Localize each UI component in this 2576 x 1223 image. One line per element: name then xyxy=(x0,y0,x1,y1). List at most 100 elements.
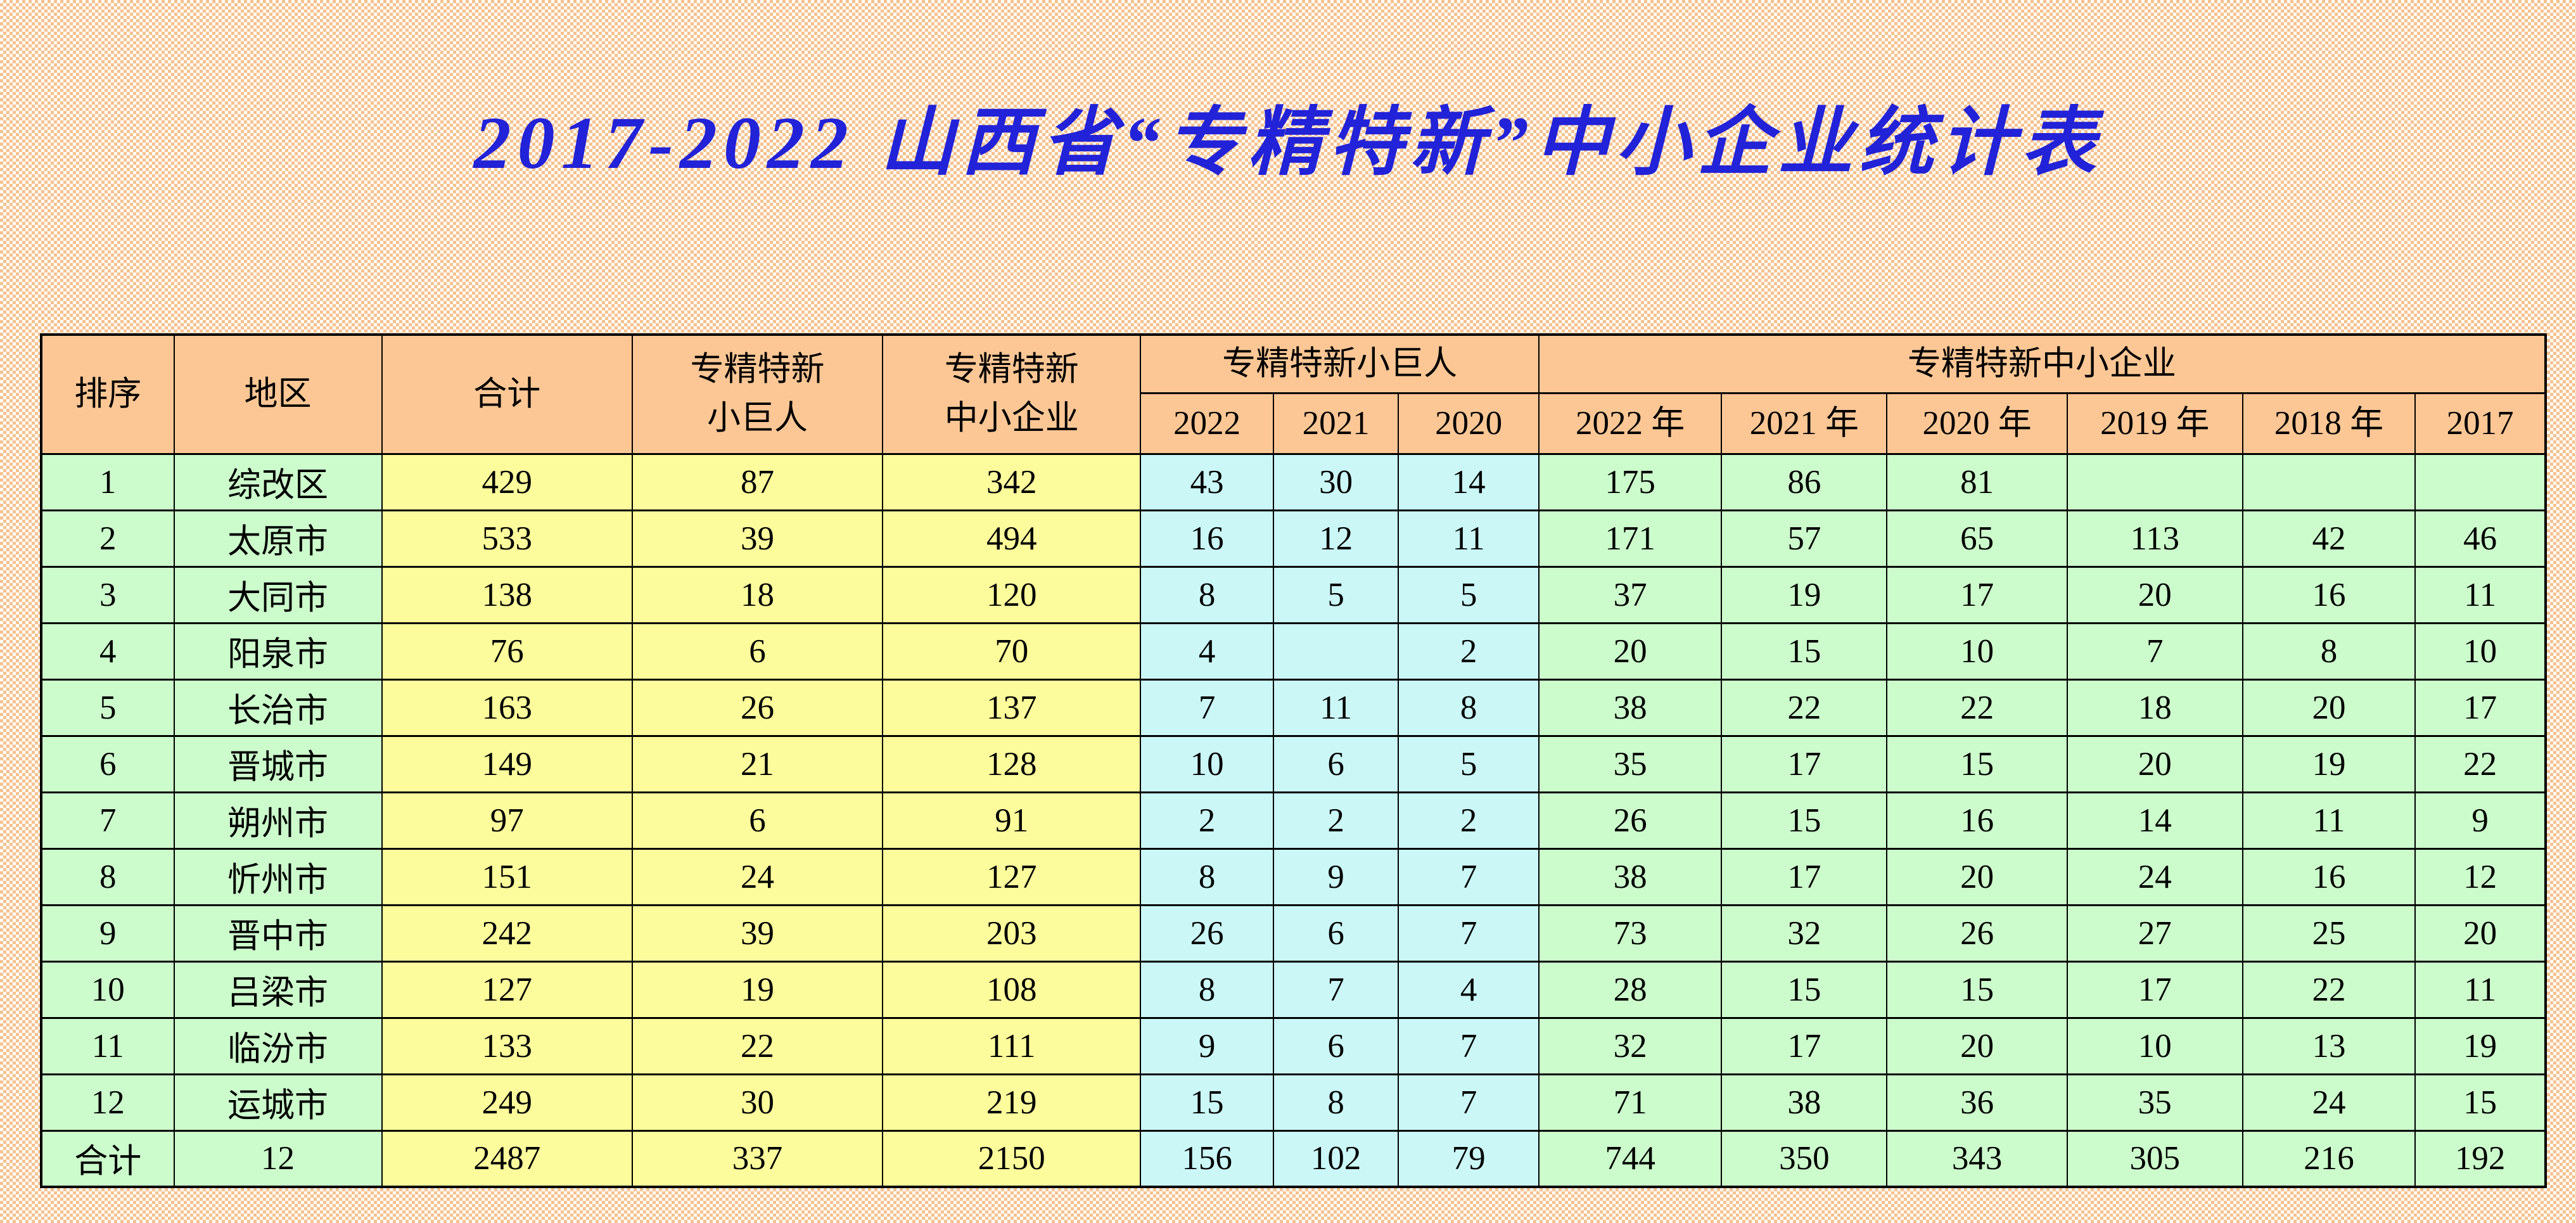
table-cell: 25 xyxy=(2241,904,2416,963)
table-header: 排序 地区 合计 专精特新 小巨人 专精特新 中小企业 专精特新小巨人 专精特新… xyxy=(41,333,2547,455)
table-cell: 5 xyxy=(1398,565,1540,624)
table-cell: 71 xyxy=(1538,1073,1723,1132)
table-cell: 2150 xyxy=(882,1129,1142,1188)
table-cell: 16 xyxy=(1886,791,2068,850)
table-cell: 97 xyxy=(381,791,633,850)
header-year: 2019 年 xyxy=(2066,392,2243,455)
table-cell: 朔州市 xyxy=(173,791,383,850)
table-cell: 10 xyxy=(2414,622,2546,681)
table-cell: 15 xyxy=(1886,960,2068,1019)
table-cell: 8 xyxy=(1272,1073,1400,1132)
table-cell: 晋中市 xyxy=(173,904,383,963)
table-cell: 2 xyxy=(1398,791,1540,850)
table-cell: 137 xyxy=(882,678,1142,737)
table-cell: 太原市 xyxy=(173,509,383,568)
table-cell: 16 xyxy=(2241,847,2416,906)
header-year: 2020 xyxy=(1398,392,1540,455)
table-cell: 39 xyxy=(631,509,884,568)
table-row: 3 大同市 138 18 120 8 5 5 37 19 17 20 16 11 xyxy=(41,565,2546,624)
table-cell: 20 xyxy=(1538,622,1723,681)
table-cell: 17 xyxy=(1886,565,2068,624)
table-cell: 5 xyxy=(1398,734,1540,793)
table-cell: 744 xyxy=(1538,1129,1723,1188)
table-cell: 8 xyxy=(2241,622,2416,681)
table-cell: 11 xyxy=(1398,509,1540,568)
table-cell: 20 xyxy=(1886,847,2068,906)
table-cell: 大同市 xyxy=(173,565,383,624)
table-cell: 临汾市 xyxy=(173,1016,383,1075)
table-cell: 219 xyxy=(882,1073,1142,1132)
table-cell: 20 xyxy=(2414,904,2546,963)
table-cell: 晋城市 xyxy=(173,734,383,793)
table-cell: 7 xyxy=(2066,622,2243,681)
header-year: 2021 xyxy=(1272,392,1400,455)
table-cell: 73 xyxy=(1538,904,1723,963)
table-cell: 171 xyxy=(1538,509,1723,568)
table-cell: 5 xyxy=(1272,565,1400,624)
table-cell: 7 xyxy=(1398,847,1540,906)
table-cell: 27 xyxy=(2066,904,2243,963)
table-cell: 综改区 xyxy=(173,452,383,511)
header-total: 合计 xyxy=(381,333,633,455)
table-cell: 87 xyxy=(631,452,884,511)
table-cell: 14 xyxy=(2066,791,2243,850)
table-cell: 24 xyxy=(2241,1073,2416,1132)
table-cell: 343 xyxy=(1886,1129,2068,1188)
table-cell: 242 xyxy=(381,904,633,963)
table-cell: 19 xyxy=(2414,1016,2546,1075)
table-cell: 4 xyxy=(1140,622,1274,681)
table-cell: 113 xyxy=(2066,509,2243,568)
table-cell: 26 xyxy=(1886,904,2068,963)
table-cell: 32 xyxy=(1538,1016,1723,1075)
table-cell: 15 xyxy=(1721,622,1888,681)
table-cell: 46 xyxy=(2414,509,2546,568)
table-cell: 13 xyxy=(2241,1016,2416,1075)
table-cell: 14 xyxy=(1398,452,1540,511)
table-cell: 2 xyxy=(1398,622,1540,681)
header-year: 2017 xyxy=(2414,392,2546,455)
table-cell: 35 xyxy=(2066,1073,2243,1132)
table-cell: 43 xyxy=(1140,452,1274,511)
header-region: 地区 xyxy=(173,333,383,455)
table-cell: 39 xyxy=(631,904,884,963)
table-cell: 8 xyxy=(1398,678,1540,737)
table-cell xyxy=(1272,622,1400,681)
table-cell: 运城市 xyxy=(173,1073,383,1132)
table-cell: 342 xyxy=(882,452,1142,511)
table-cell: 128 xyxy=(882,734,1142,793)
table-cell: 17 xyxy=(2066,960,2243,1019)
table-cell: 22 xyxy=(631,1016,884,1075)
table-cell: 11 xyxy=(2414,960,2546,1019)
table-cell xyxy=(2414,452,2546,511)
table-cell: 1 xyxy=(41,452,175,511)
table-cell: 20 xyxy=(1886,1016,2068,1075)
table-cell: 81 xyxy=(1886,452,2068,511)
table-cell: 28 xyxy=(1538,960,1723,1019)
table-cell: 120 xyxy=(882,565,1142,624)
table-cell: 6 xyxy=(631,622,884,681)
table-cell: 57 xyxy=(1721,509,1888,568)
table-cell: 10 xyxy=(1140,734,1274,793)
table-cell: 35 xyxy=(1538,734,1723,793)
table-cell: 203 xyxy=(882,904,1142,963)
table-cell: 17 xyxy=(1721,847,1888,906)
table-cell: 11 xyxy=(2241,791,2416,850)
table-cell: 6 xyxy=(41,734,175,793)
table-cell: 7 xyxy=(1398,904,1540,963)
table-cell: 2 xyxy=(1272,791,1400,850)
table-cell: 合计 xyxy=(41,1129,175,1188)
table-cell: 533 xyxy=(381,509,633,568)
table-cell: 17 xyxy=(2414,678,2546,737)
table-cell: 15 xyxy=(2414,1073,2546,1132)
table-cell: 76 xyxy=(381,622,633,681)
table-cell: 91 xyxy=(882,791,1142,850)
table-cell: 长治市 xyxy=(173,678,383,737)
table-cell: 2487 xyxy=(381,1129,633,1188)
table-row: 12 运城市 249 30 219 15 8 7 71 38 36 35 24 15 xyxy=(41,1073,2546,1132)
header-year: 2022 年 xyxy=(1538,392,1723,455)
table-cell: 9 xyxy=(1272,847,1400,906)
table-cell: 26 xyxy=(1538,791,1723,850)
table-cell: 37 xyxy=(1538,565,1723,624)
table-cell: 38 xyxy=(1721,1073,1888,1132)
table-cell xyxy=(2066,452,2243,511)
